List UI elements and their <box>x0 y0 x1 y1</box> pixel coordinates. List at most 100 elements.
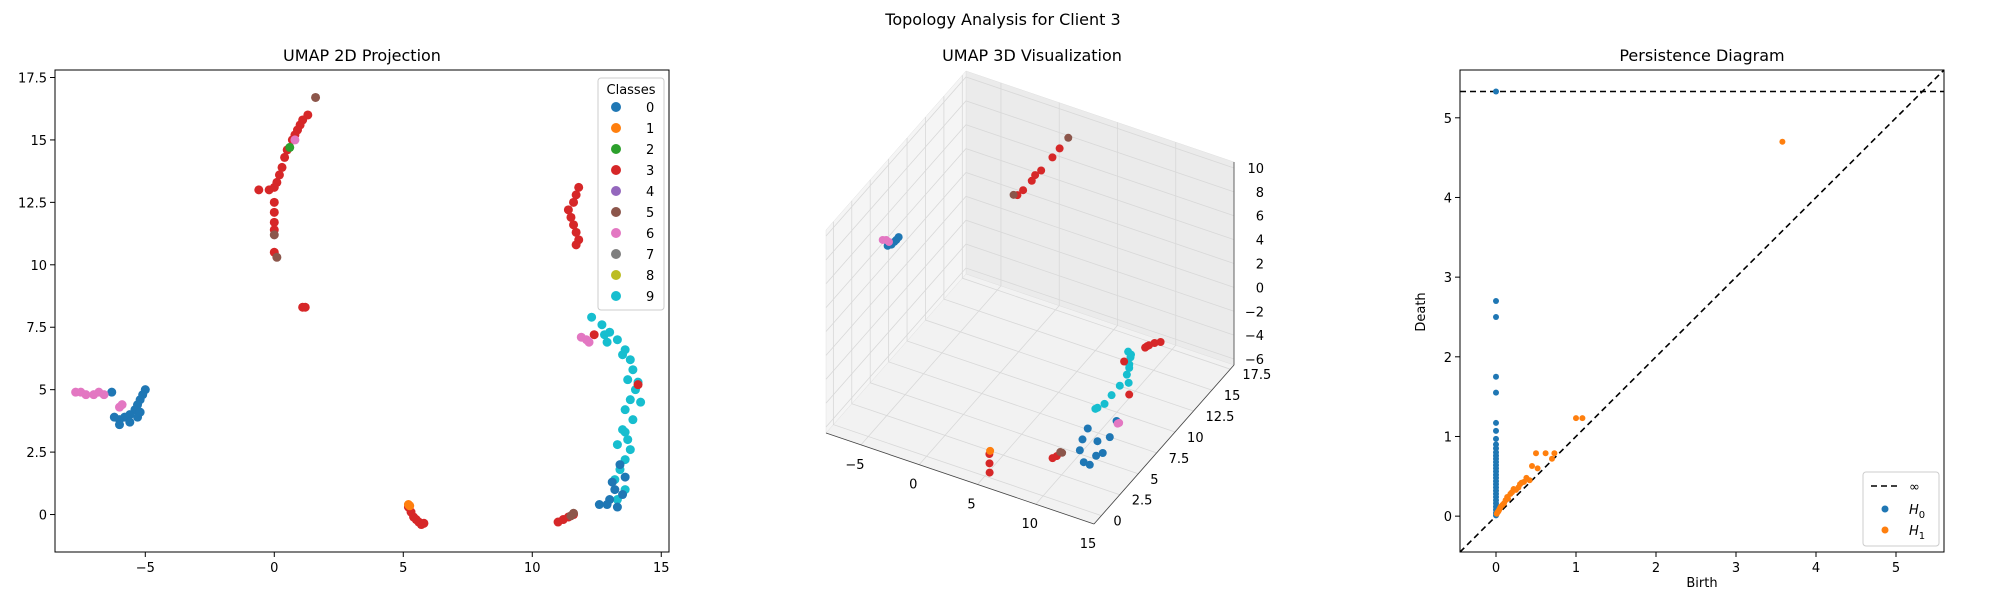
umap3d-gridline <box>825 100 1235 261</box>
persistence-xtick-label: 2 <box>1652 561 1660 576</box>
umap3d-point-class-3 <box>1031 171 1040 180</box>
umap3d-point-class-0 <box>1085 460 1094 469</box>
umap3d-point-class-9 <box>1107 391 1116 400</box>
persistence-point-h1 <box>1529 462 1535 469</box>
umap2d-ytick-label: 5 <box>39 384 47 399</box>
umap2d-xtick-label: −5 <box>136 561 155 576</box>
umap3d-gridline <box>888 158 1157 454</box>
umap2d-legend-label: 8 <box>646 269 654 284</box>
persistence-legend-h1-marker <box>1881 526 1889 534</box>
umap2d-point-class-9 <box>620 427 630 437</box>
umap3d-point-class-3 <box>1156 337 1165 346</box>
persistence-ytick-label: 1 <box>1444 430 1452 445</box>
persistence-point-h1 <box>1534 465 1541 472</box>
umap2d-point-class-0 <box>109 412 119 422</box>
umap3d-xtick-label: 0 <box>909 478 917 493</box>
umap3d-point-class-3 <box>1120 357 1129 366</box>
persistence-point-h1 <box>1526 477 1533 484</box>
umap3d-ztick-label: 6 <box>1256 210 1264 225</box>
persistence-point-h0 <box>1493 373 1499 380</box>
umap3d-ztick-label: 8 <box>1256 186 1264 201</box>
umap3d-point-class-6 <box>884 237 893 246</box>
persistence-ytick-label: 3 <box>1444 271 1452 286</box>
umap2d-legend-label: 9 <box>646 290 654 305</box>
umap3d-ztick-label: −6 <box>1245 353 1264 368</box>
umap3d-point-class-9 <box>1124 378 1133 387</box>
umap2d-xtick-label: 10 <box>524 561 541 576</box>
persistence-ytick-label: 2 <box>1444 351 1452 366</box>
umap3d-point-class-0 <box>1092 451 1101 460</box>
umap2d-legend-marker <box>611 207 621 217</box>
persistence-point-h0 <box>1493 88 1499 95</box>
umap3d-y-axis-line <box>1093 364 1235 525</box>
umap3d-ytick-label: 15 <box>1224 389 1241 404</box>
umap2d-point-class-0 <box>618 490 628 500</box>
umap3d-point-class-0 <box>1075 446 1084 455</box>
umap2d-ytick-label: 15 <box>30 134 47 149</box>
persistence-legend-box <box>1862 471 1940 547</box>
umap3d-gridline <box>825 243 1235 404</box>
umap2d-plot-frame <box>54 69 670 553</box>
umap2d-point-class-9 <box>623 435 633 445</box>
umap2d-point-class-6 <box>81 390 91 400</box>
umap3d-ytick-label: 2.5 <box>1132 494 1153 509</box>
umap2d-point-class-6 <box>290 135 300 145</box>
umap3d-point-class-3 <box>1037 166 1046 175</box>
umap3d-point-class-3 <box>1055 144 1064 153</box>
umap2d-ytick-label: 7.5 <box>26 321 47 336</box>
umap2d-point-class-6 <box>584 337 594 347</box>
umap3d-point-class-9 <box>1126 353 1135 362</box>
persistence-point-h0 <box>1493 313 1499 320</box>
persistence-xtick-label: 3 <box>1732 561 1740 576</box>
umap2d-point-class-9 <box>597 320 607 330</box>
umap2d-point-class-0 <box>125 417 135 427</box>
umap2d-point-class-9 <box>625 395 635 405</box>
persistence-ytick-label: 5 <box>1444 112 1452 127</box>
umap2d-point-class-0 <box>107 387 117 397</box>
umap2d-point-class-6 <box>117 400 127 410</box>
umap2d-point-class-3 <box>571 227 581 237</box>
persistence-point-h1 <box>1521 478 1527 485</box>
persistence-point-h1 <box>1493 510 1500 517</box>
figure-suptitle: Topology Analysis for Client 3 <box>884 10 1120 29</box>
umap3d-x-axis-line <box>825 432 1095 525</box>
umap3d-point-class-3 <box>1019 186 1028 195</box>
umap2d-point-class-0 <box>615 460 625 470</box>
umap3d-ytick-label: 12.5 <box>1205 410 1234 425</box>
umap2d-legend-marker <box>611 165 621 175</box>
umap3d-gridline <box>825 148 1235 308</box>
persistence-point-h1 <box>1533 450 1539 457</box>
umap2d-ytick-label: 0 <box>39 509 47 524</box>
persistence-point-h0 <box>1493 435 1499 442</box>
persistence-point-h0 <box>1493 419 1499 426</box>
umap2d-ytick-label: 2.5 <box>26 446 47 461</box>
umap2d-ytick-label: 17.5 <box>18 71 47 86</box>
umap2d-point-class-9 <box>618 350 628 360</box>
umap2d-point-class-3 <box>419 518 429 528</box>
umap3d-point-class-3 <box>1141 343 1150 352</box>
umap2d-point-class-0 <box>594 500 604 510</box>
umap3d-gridline <box>832 221 1102 517</box>
umap2d-point-class-3 <box>571 190 581 200</box>
umap3d-gridline <box>869 179 1139 475</box>
umap2d-point-class-3 <box>269 217 279 227</box>
persistence-ytick-label: 0 <box>1444 510 1452 525</box>
umap2d-point-class-2 <box>285 142 295 152</box>
umap3d-gridline <box>825 124 1235 284</box>
umap3d-gridline <box>860 82 1002 446</box>
umap3d-point-class-9 <box>1122 370 1131 379</box>
persistence-panel: Persistence Diagram Birth Death 0 1 2 3 4 5 0 1… <box>1414 46 1945 591</box>
umap2d-point-class-3 <box>633 380 643 390</box>
umap3d-gridline <box>961 75 1231 370</box>
umap3d-point-class-3 <box>1125 390 1134 399</box>
umap2d-point-class-5 <box>269 230 279 240</box>
umap2d-legend-title: Classes <box>607 83 656 98</box>
persistence-xtick-label: 4 <box>1812 561 1820 576</box>
umap3d-ztick-label: 0 <box>1256 281 1264 296</box>
umap2d-legend-marker <box>611 144 621 154</box>
persistence-xtick-label: 5 <box>1892 561 1900 576</box>
umap2d-point-class-9 <box>636 397 646 407</box>
umap2d-xtick-label: 0 <box>270 561 278 576</box>
umap2d-point-class-9 <box>620 405 630 415</box>
